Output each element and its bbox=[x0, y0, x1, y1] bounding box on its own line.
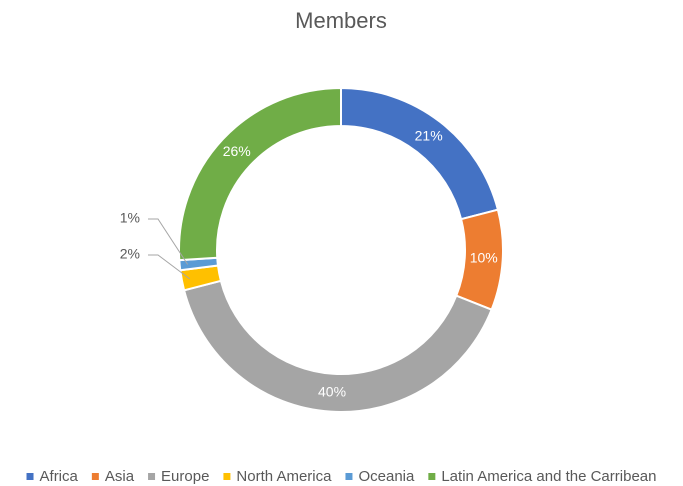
data-label: 40% bbox=[318, 383, 346, 399]
legend-label: Oceania bbox=[358, 468, 415, 485]
data-label: 2% bbox=[120, 246, 140, 262]
donut-slice bbox=[340, 86, 500, 221]
legend-marker bbox=[345, 473, 353, 480]
legend-label: Africa bbox=[40, 468, 79, 485]
data-label: 21% bbox=[415, 128, 443, 144]
legend-label: North America bbox=[236, 468, 332, 485]
donut-slice bbox=[182, 279, 493, 413]
donut bbox=[178, 86, 504, 413]
legend-label: Europe bbox=[161, 468, 209, 485]
chart-title: Members bbox=[295, 8, 387, 33]
donut-slice bbox=[178, 86, 342, 262]
data-label: 1% bbox=[120, 210, 140, 226]
legend-label: Latin America and the Carribean bbox=[441, 468, 656, 485]
data-labels: 21% 10% 40% 2% 1% 26% bbox=[120, 128, 498, 400]
legend: Africa Asia Europe North America Oceania Lati… bbox=[26, 468, 656, 485]
legend-marker bbox=[428, 473, 436, 480]
legend-marker bbox=[148, 473, 156, 480]
legend-marker bbox=[223, 473, 231, 480]
data-label: 26% bbox=[223, 143, 251, 159]
leader-line bbox=[148, 218, 189, 265]
data-label: 10% bbox=[470, 250, 498, 266]
legend-marker bbox=[91, 473, 99, 480]
legend-label: Asia bbox=[105, 468, 135, 485]
legend-marker bbox=[26, 473, 34, 480]
leader-line bbox=[148, 254, 191, 280]
